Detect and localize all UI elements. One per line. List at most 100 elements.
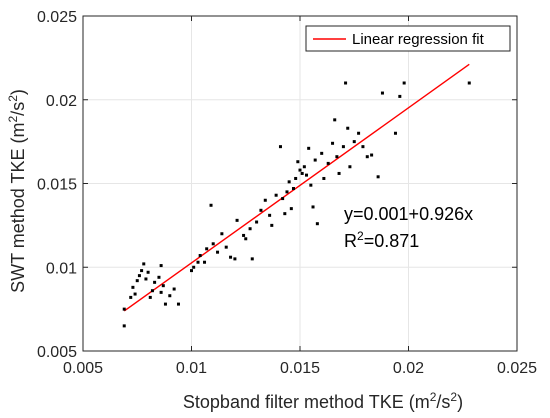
data-point-14 <box>157 275 161 279</box>
data-point-7 <box>140 269 144 273</box>
data-point-49 <box>285 190 289 194</box>
data-point-42 <box>263 198 267 202</box>
legend: Linear regression fit <box>305 25 511 52</box>
x-tick-label-2: 0.015 <box>280 360 320 377</box>
data-point-26 <box>203 260 207 264</box>
data-point-59 <box>307 146 311 150</box>
data-point-84 <box>402 81 406 85</box>
regression-fit-line <box>123 63 470 312</box>
data-point-45 <box>274 193 278 197</box>
r-squared-label: R2=0.871 <box>344 229 419 251</box>
data-point-66 <box>326 161 330 165</box>
data-point-61 <box>311 205 315 209</box>
data-point-2 <box>129 295 133 299</box>
data-point-6 <box>137 274 141 278</box>
tick-labels: 0.005 0.01 0.015 0.02 0.025 0.005 0.01 0.015 0.0… <box>37 9 537 377</box>
data-point-11 <box>148 295 152 299</box>
data-point-39 <box>250 257 254 261</box>
data-point-1 <box>122 307 126 311</box>
x-axis-title: Stopband filter method TKE (m2/s2) <box>183 390 463 412</box>
data-point-50 <box>287 180 291 184</box>
data-point-23 <box>192 265 196 269</box>
data-point-64 <box>320 151 324 155</box>
data-point-43 <box>268 213 272 217</box>
data-point-58 <box>305 173 309 177</box>
data-point-18 <box>168 294 172 298</box>
grid <box>82 15 518 352</box>
data-point-22 <box>190 269 193 273</box>
data-point-85 <box>467 81 471 85</box>
y-tick-label-3: 0.02 <box>46 93 77 110</box>
data-point-56 <box>300 171 304 175</box>
data-point-12 <box>150 289 154 293</box>
data-points <box>122 81 471 328</box>
data-point-0 <box>122 324 126 328</box>
regression-equation: y=0.001+0.926x <box>344 204 473 224</box>
data-point-83 <box>398 94 402 98</box>
data-point-51 <box>289 207 293 211</box>
data-point-76 <box>357 131 361 135</box>
data-point-13 <box>153 280 157 284</box>
x-tick-label-3: 0.02 <box>393 360 424 377</box>
data-point-5 <box>135 279 139 283</box>
data-point-70 <box>337 171 341 175</box>
data-point-68 <box>333 118 337 122</box>
data-point-20 <box>159 264 163 268</box>
data-point-16 <box>161 284 165 288</box>
data-point-38 <box>248 227 252 231</box>
y-tick-label-2: 0.015 <box>37 177 77 194</box>
data-point-78 <box>365 155 369 159</box>
data-point-54 <box>296 160 300 164</box>
data-point-79 <box>370 153 374 157</box>
data-point-48 <box>283 212 287 216</box>
data-point-37 <box>244 237 248 241</box>
y-tick-label-0: 0.005 <box>37 344 77 361</box>
data-point-75 <box>352 140 356 144</box>
data-point-40 <box>255 220 259 224</box>
data-point-65 <box>322 176 326 180</box>
axes <box>82 15 518 352</box>
y-tick-label-1: 0.01 <box>46 260 77 277</box>
y-tick-label-4: 0.025 <box>37 9 77 26</box>
data-point-25 <box>198 254 202 258</box>
data-point-82 <box>393 131 397 135</box>
data-point-24 <box>196 260 200 264</box>
data-point-47 <box>281 197 285 201</box>
y-axis-title: SWT method TKE (m2/s2) <box>6 89 28 293</box>
data-point-60 <box>309 183 313 187</box>
fit-line-group <box>123 63 470 312</box>
data-point-4 <box>131 285 135 289</box>
data-point-21 <box>176 302 180 306</box>
data-point-41 <box>259 208 263 212</box>
data-point-35 <box>235 218 239 222</box>
data-point-31 <box>220 232 224 236</box>
data-point-8 <box>142 262 146 266</box>
data-point-15 <box>159 290 163 294</box>
data-point-33 <box>229 255 233 259</box>
data-point-63 <box>315 222 319 226</box>
data-point-29 <box>211 242 215 246</box>
legend-label: Linear regression fit <box>352 31 485 48</box>
data-point-77 <box>361 145 365 149</box>
data-point-67 <box>331 141 335 145</box>
data-point-81 <box>380 91 384 95</box>
data-point-55 <box>298 168 302 172</box>
data-point-52 <box>291 187 295 191</box>
data-point-44 <box>270 223 274 227</box>
data-point-71 <box>341 145 345 149</box>
x-tick-label-4: 0.025 <box>497 360 537 377</box>
data-point-27 <box>205 247 209 251</box>
data-point-32 <box>224 245 228 249</box>
data-point-36 <box>242 233 246 237</box>
x-tick-label-0: 0.005 <box>63 360 103 377</box>
data-point-9 <box>144 277 148 281</box>
data-point-74 <box>348 165 352 169</box>
data-point-19 <box>172 287 176 291</box>
data-point-69 <box>335 155 339 159</box>
data-point-80 <box>376 175 380 179</box>
data-point-53 <box>294 176 298 180</box>
data-point-73 <box>346 126 350 130</box>
x-tick-label-1: 0.01 <box>176 360 207 377</box>
data-point-17 <box>163 302 167 306</box>
